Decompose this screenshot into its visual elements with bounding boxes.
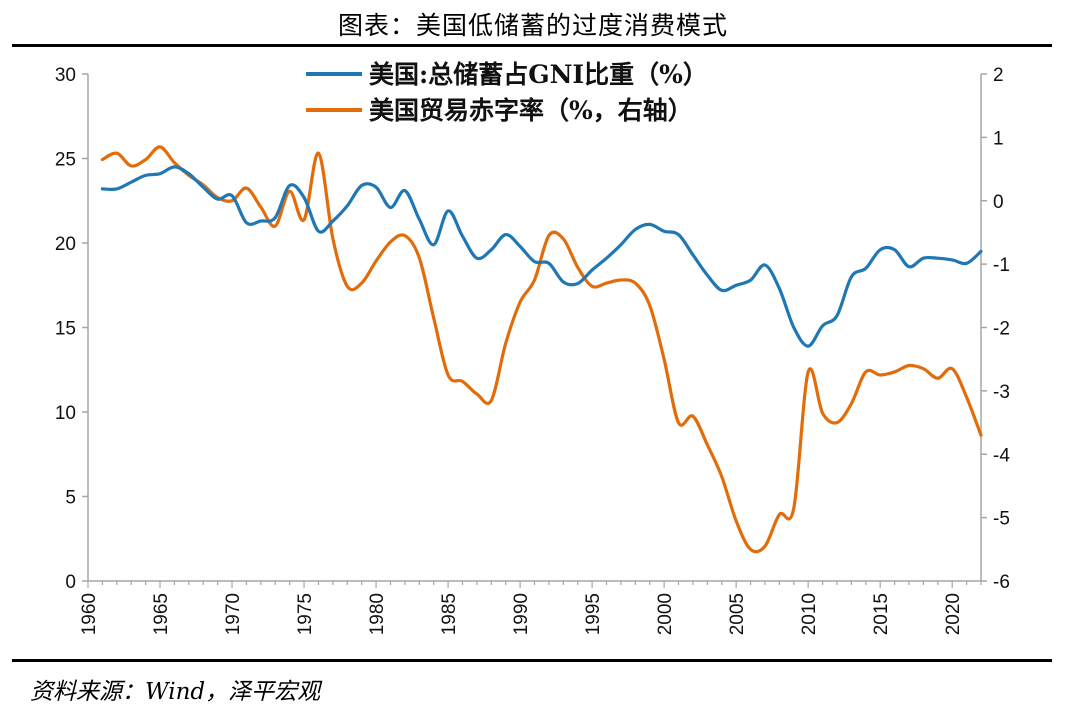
x-tick-label: 1960 (79, 593, 100, 635)
legend-label-saving: 美国:总储蓄占GNI比重（%） (369, 60, 708, 89)
x-tick-label: 1965 (151, 593, 172, 635)
x-tick-label: 2015 (871, 593, 892, 635)
x-tick-label: 1995 (583, 593, 604, 635)
legend-label-trade: 美国贸易赤字率（%，右轴） (369, 96, 693, 125)
x-tick-label: 1980 (367, 593, 388, 635)
right-tick-label: -4 (993, 445, 1010, 466)
right-tick-label: -3 (993, 382, 1010, 403)
trade-deficit-line (100, 145, 983, 554)
left-tick-label: 15 (55, 319, 76, 340)
right-tick-label: -5 (993, 509, 1010, 530)
left-tick-label: 0 (65, 572, 76, 593)
x-tick-label: 2020 (943, 593, 964, 635)
x-tick-label: 2000 (655, 593, 676, 635)
bottom-rule (12, 659, 1052, 662)
legend: 美国:总储蓄占GNI比重（%） 美国贸易赤字率（%，右轴） (306, 60, 708, 125)
right-tick-label: -1 (993, 255, 1010, 276)
right-tick-label: 2 (993, 65, 1004, 86)
chart-title: 图表：美国低储蓄的过度消费模式 (337, 11, 728, 40)
right-tick-label: 1 (993, 128, 1004, 149)
top-rule (12, 44, 1052, 47)
left-tick-label: 25 (55, 150, 76, 171)
plot-area: 0 5 10 15 20 25 30 -6 -5 -4 -3 -2 -1 0 1 2 1960 1965 1970 1… (55, 65, 1010, 635)
x-tick-label: 1990 (511, 593, 532, 635)
x-tick-label: 2010 (799, 593, 820, 635)
x-tick-label: 1985 (439, 593, 460, 635)
source-note: 资料来源：Wind，泽平宏观 (30, 679, 321, 705)
saving-rate-line (100, 165, 983, 348)
right-tick-label: -6 (993, 572, 1010, 593)
x-tick-label: 1970 (223, 593, 244, 635)
left-tick-label: 20 (55, 234, 76, 255)
right-tick-label: -2 (993, 319, 1010, 340)
x-tick-label: 1975 (295, 593, 316, 635)
right-tick-label: 0 (993, 192, 1004, 213)
left-tick-label: 5 (65, 488, 76, 509)
x-tick-label: 2005 (727, 593, 748, 635)
left-tick-label: 30 (55, 65, 76, 86)
left-tick-label: 10 (55, 403, 76, 424)
